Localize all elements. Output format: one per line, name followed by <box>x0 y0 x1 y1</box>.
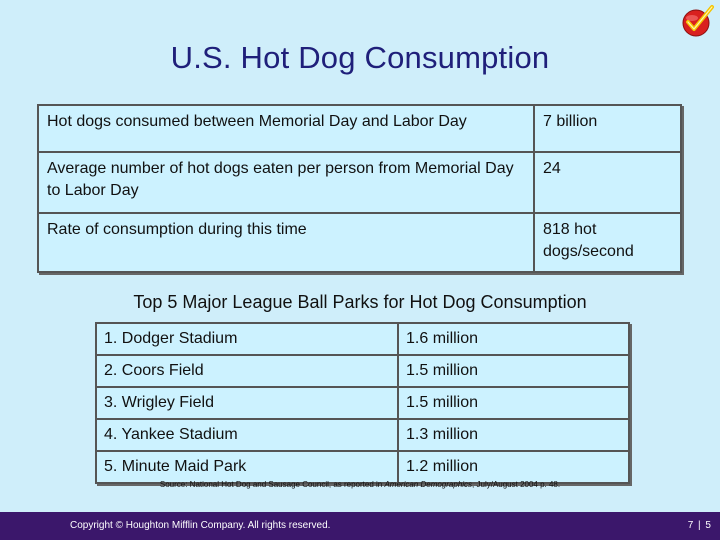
table-row: 4. Yankee Stadium 1.3 million <box>95 418 630 452</box>
ballpark-value: 1.3 million <box>397 418 630 452</box>
ballpark-name: 3. Wrigley Field <box>95 386 399 420</box>
page-number: 7 | 5 <box>687 520 712 531</box>
fact-value: 24 <box>533 151 682 214</box>
ballparks-heading: Top 5 Major League Ball Parks for Hot Do… <box>133 292 587 312</box>
fact-value: 818 hot dogs/second <box>533 212 682 273</box>
ballparks-table: 1. Dodger Stadium 1.6 million 2. Coors F… <box>95 322 630 484</box>
copyright-text: Copyright © Houghton Mifflin Company. Al… <box>70 520 331 531</box>
ballpark-name: 4. Yankee Stadium <box>95 418 399 452</box>
ballpark-value: 1.5 million <box>397 386 630 420</box>
fact-label: Rate of consumption during this time <box>37 212 535 273</box>
ballpark-name: 2. Coors Field <box>95 354 399 388</box>
page-title: U.S. Hot Dog Consumption <box>170 40 550 75</box>
ballpark-name: 1. Dodger Stadium <box>95 322 399 356</box>
table-row: 5. Minute Maid Park 1.2 million <box>95 450 630 484</box>
ballpark-value: 1.5 million <box>397 354 630 388</box>
ballpark-value: 1.6 million <box>397 322 630 356</box>
facts-table: Hot dogs consumed between Memorial Day a… <box>37 104 682 273</box>
table-row: Hot dogs consumed between Memorial Day a… <box>37 104 682 153</box>
source-note: Source: National Hot Dog and Sausage Cou… <box>0 480 720 489</box>
fact-label: Hot dogs consumed between Memorial Day a… <box>37 104 535 153</box>
source-suffix: , July/August 2004 p. 48. <box>472 480 561 489</box>
ballpark-name: 5. Minute Maid Park <box>95 450 399 484</box>
fact-value: 7 billion <box>533 104 682 153</box>
table-row: 3. Wrigley Field 1.5 million <box>95 386 630 420</box>
fact-label: Average number of hot dogs eaten per per… <box>37 151 535 214</box>
source-prefix: Source: National Hot Dog and Sausage Cou… <box>159 480 385 489</box>
table-row: 2. Coors Field 1.5 million <box>95 354 630 388</box>
source-publication: American Demographics <box>384 480 473 489</box>
footer-bar <box>0 512 720 540</box>
ballpark-value: 1.2 million <box>397 450 630 484</box>
table-row: 1. Dodger Stadium 1.6 million <box>95 322 630 356</box>
table-row: Rate of consumption during this time 818… <box>37 212 682 273</box>
table-row: Average number of hot dogs eaten per per… <box>37 151 682 214</box>
checkmark-badge-icon <box>682 5 714 37</box>
